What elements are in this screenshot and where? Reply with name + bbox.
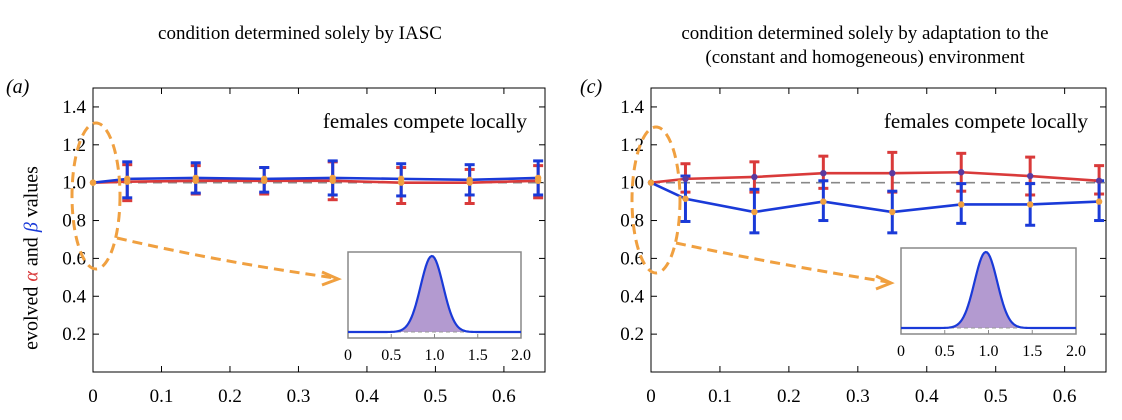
- inset-x-tick-label: 2.0: [1066, 343, 1086, 360]
- inset-x-tick-label: 0: [344, 347, 352, 364]
- arrow-head: [875, 274, 895, 291]
- highlight-arrow: [116, 236, 336, 280]
- beta-data-point: [1095, 198, 1103, 205]
- inset-distribution: 0 0.5 1.0 1.5 2.0: [897, 247, 1086, 360]
- panel-label-c: (c): [580, 76, 603, 98]
- beta-data-point: [397, 175, 405, 183]
- chart-title-c-line2: (constant and homogeneous) environment: [705, 47, 1025, 68]
- annotation-females-compete: females compete locally: [323, 109, 528, 133]
- inset-distribution: 0 0.5 1.0 1.5 2.0: [344, 251, 531, 364]
- beta-series-line: [650, 181, 1100, 214]
- inset-x-tick-label: 2.0: [511, 347, 531, 364]
- beta-data-point: [89, 179, 97, 186]
- chart-panel-a: 0.20.40.60.81.01.21.40 0.1 0.2 0.3 0.4 0.5 0.6…: [62, 87, 546, 407]
- plot-frame: [92, 87, 546, 373]
- beta-data-point: [329, 174, 336, 182]
- y-tick-label: 0.2: [620, 324, 644, 345]
- y-tick-label: 0.4: [620, 286, 644, 307]
- highlight-ellipse: [70, 121, 122, 271]
- chart-panel-c: 0.20.40.60.81.01.21.40 0.1 0.2 0.3 0.4 0.5 0.6…: [620, 87, 1107, 407]
- plot-frame: [650, 87, 1107, 373]
- alpha-data-point: [751, 173, 758, 181]
- alpha-data-point: [682, 175, 689, 183]
- inset-area: [348, 256, 521, 332]
- beta-data-point: [534, 174, 542, 182]
- arrow-head: [321, 270, 342, 287]
- x-tick-label: 0.1: [150, 386, 174, 407]
- y-tick-label: 1.0: [62, 173, 86, 194]
- y-tick-label: 0.4: [62, 286, 86, 307]
- beta-data-point: [466, 176, 473, 184]
- x-tick-label: 0.3: [287, 386, 311, 407]
- beta-data-point: [958, 201, 965, 208]
- y-tick-label: 0.8: [620, 211, 644, 232]
- annotation-females-compete: females compete locally: [884, 109, 1089, 133]
- beta-series-line: [92, 176, 539, 184]
- inset-x-tick-label: 0.5: [935, 343, 955, 360]
- x-tick-label: 0.6: [1053, 386, 1077, 407]
- x-tick-label: 0.4: [355, 386, 379, 407]
- beta-data-point: [820, 198, 827, 205]
- inset-density-line: [348, 254, 521, 334]
- x-tick-label: 0: [88, 386, 98, 407]
- panel-label-a: (a): [6, 76, 30, 98]
- x-tick-label: 0.2: [218, 386, 242, 407]
- alpha-data-point: [820, 170, 827, 177]
- inset-x-tick-label: 0.5: [381, 347, 401, 364]
- beta-data-point: [751, 208, 758, 216]
- alpha-data-point: [958, 169, 965, 176]
- x-tick-label: 0.1: [708, 386, 732, 407]
- alpha-series-line: [92, 179, 539, 184]
- beta-data-point: [1026, 201, 1034, 208]
- alpha-series-line: [650, 170, 1100, 184]
- y-tick-label: 1.4: [620, 97, 644, 118]
- inset-x-tick-label: 1.5: [468, 347, 488, 364]
- x-tick-label: 0.3: [846, 386, 870, 407]
- beta-data-point: [682, 195, 689, 202]
- inset-x-tick-label: 1.0: [425, 347, 445, 364]
- inset-x-tick-label: 0: [897, 343, 905, 360]
- x-tick-label: 0.6: [492, 386, 516, 407]
- beta-data-point: [647, 179, 655, 186]
- inset-x-tick-label: 1.0: [979, 343, 999, 360]
- x-tick-label: 0.5: [984, 386, 1008, 407]
- alpha-data-point: [1026, 172, 1034, 180]
- y-tick-label: 1.2: [62, 135, 86, 156]
- beta-data-point: [192, 174, 199, 182]
- chart-title-c-line1: condition determined solely by adaptatio…: [681, 23, 1049, 44]
- x-tick-label: 0.2: [777, 386, 801, 407]
- x-tick-label: 0.4: [915, 386, 939, 407]
- highlight-ellipse: [630, 125, 682, 275]
- alpha-data-point: [889, 170, 896, 177]
- x-tick-label: 0.5: [424, 386, 448, 407]
- inset-density-line: [901, 250, 1076, 330]
- highlight-arrow: [675, 241, 889, 284]
- beta-data-point: [124, 175, 131, 183]
- beta-data-point: [889, 208, 896, 216]
- inset-x-tick-label: 1.5: [1022, 343, 1042, 360]
- y-tick-label: 0.6: [620, 248, 644, 269]
- inset-area: [901, 252, 1076, 328]
- chart-title-c: condition determined solely by adaptatio…: [610, 22, 1120, 70]
- x-tick-label: 0: [646, 386, 656, 407]
- beta-data-point: [261, 175, 268, 183]
- chart-title-a: condition determined solely by IASC: [158, 23, 442, 44]
- y-tick-label: 1.4: [62, 97, 86, 118]
- alpha-data-point: [1095, 177, 1103, 184]
- y-tick-label: 0.2: [62, 324, 86, 345]
